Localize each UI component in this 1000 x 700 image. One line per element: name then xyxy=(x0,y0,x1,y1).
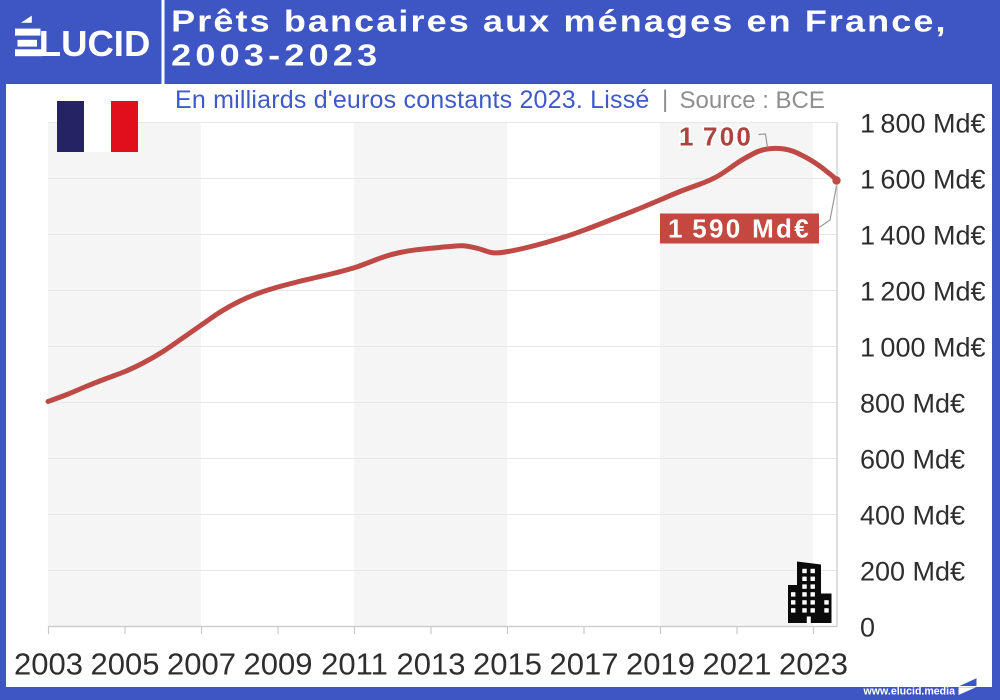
svg-text:En milliards d'euros constants: En milliards d'euros constants 2023. Lis… xyxy=(175,86,650,114)
svg-text:2011: 2011 xyxy=(321,647,388,682)
svg-text:1 800 Md€: 1 800 Md€ xyxy=(860,109,986,139)
svg-text:1 200 Md€: 1 200 Md€ xyxy=(860,277,986,307)
svg-text:1 400 Md€: 1 400 Md€ xyxy=(860,221,986,251)
svg-text:2021: 2021 xyxy=(703,647,772,682)
svg-text:2003-2023: 2003-2023 xyxy=(171,39,381,73)
svg-text:LUCID: LUCID xyxy=(39,23,151,64)
svg-text:Prêts bancaires aux ménages en: Prêts bancaires aux ménages en France, xyxy=(171,5,948,39)
svg-text:800 Md€: 800 Md€ xyxy=(860,389,965,419)
svg-text:600 Md€: 600 Md€ xyxy=(860,445,965,475)
svg-text:1 600 Md€: 1 600 Md€ xyxy=(860,165,986,195)
svg-text:2023: 2023 xyxy=(779,647,848,682)
svg-text:200 Md€: 200 Md€ xyxy=(860,557,965,587)
svg-text:2003: 2003 xyxy=(14,647,83,682)
svg-text:Source : BCE: Source : BCE xyxy=(680,87,825,114)
svg-text:2007: 2007 xyxy=(167,647,236,682)
svg-text:2009: 2009 xyxy=(244,647,313,682)
svg-text:0: 0 xyxy=(860,613,875,643)
svg-text:2015: 2015 xyxy=(473,647,542,682)
svg-text:1 700: 1 700 xyxy=(679,122,753,152)
svg-text:2005: 2005 xyxy=(91,647,160,682)
svg-text:|: | xyxy=(662,86,668,113)
svg-text:2019: 2019 xyxy=(626,647,695,682)
svg-text:2017: 2017 xyxy=(550,647,619,682)
svg-text:1 590 Md€: 1 590 Md€ xyxy=(668,214,811,244)
svg-text:400 Md€: 400 Md€ xyxy=(860,501,965,531)
svg-text:2013: 2013 xyxy=(397,647,466,682)
svg-text:www.elucid.media: www.elucid.media xyxy=(863,685,956,697)
svg-text:1 000 Md€: 1 000 Md€ xyxy=(860,333,986,363)
